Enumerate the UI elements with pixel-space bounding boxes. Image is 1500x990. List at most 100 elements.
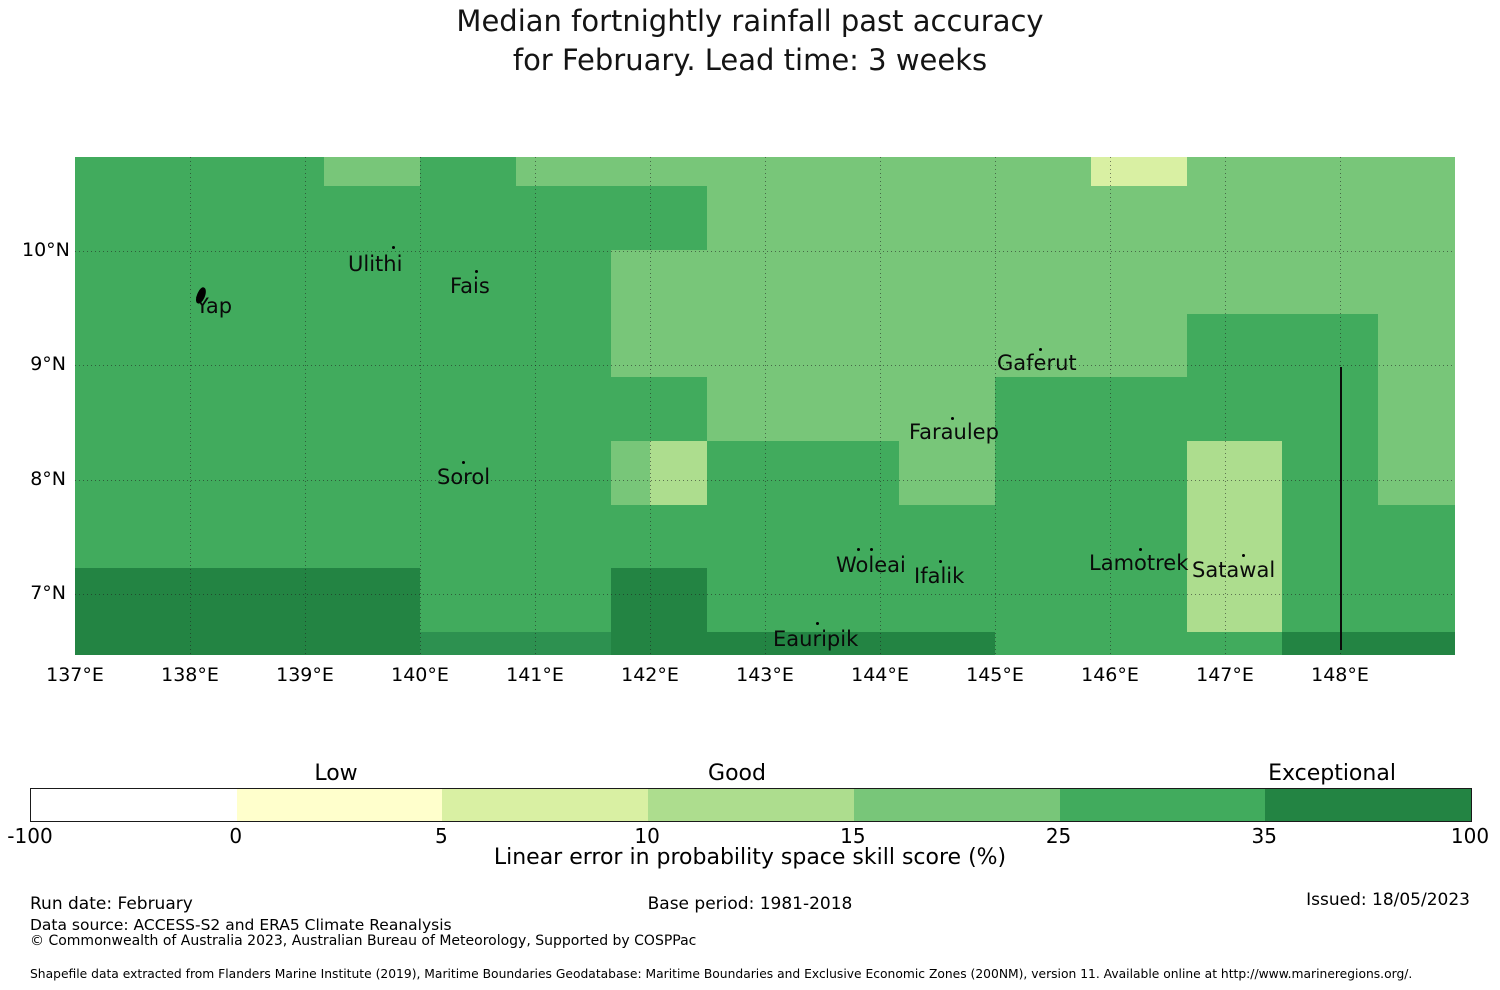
map-cell — [324, 186, 421, 251]
map-cell — [516, 157, 612, 187]
island-dot — [1242, 554, 1245, 557]
map-cell — [1378, 250, 1455, 315]
x-axis-tick-label: 147°E — [1196, 664, 1254, 686]
map-cell — [132, 186, 229, 251]
island-dot — [392, 246, 395, 249]
latitude-gridline — [75, 251, 1455, 252]
map-cell — [899, 186, 996, 251]
map-cell — [1187, 186, 1283, 251]
map-cell — [707, 377, 804, 442]
y-axis-tick-label: 9°N — [30, 353, 66, 375]
x-axis-tick-label: 142°E — [621, 664, 679, 686]
map-cell — [132, 314, 229, 378]
island-dot — [816, 622, 819, 625]
x-axis-tick-label: 139°E — [276, 664, 334, 686]
map-cell — [995, 377, 1092, 442]
longitude-gridline — [765, 157, 766, 655]
map-cell — [611, 250, 708, 315]
map-cell — [420, 441, 517, 506]
map-cell — [899, 568, 996, 633]
map-cell — [75, 314, 133, 378]
map-cell — [707, 157, 804, 187]
colorbar-category-label: Good — [708, 761, 766, 786]
island-label: Ifalik — [914, 564, 965, 588]
map-cell — [516, 632, 612, 655]
map-cell — [803, 157, 900, 187]
colorbar-tick-label: 15 — [840, 824, 866, 848]
latitude-gridline — [75, 480, 1455, 481]
colorbar-segment — [648, 789, 854, 821]
maritime-boundary-line — [1340, 367, 1342, 650]
map-cell — [75, 157, 133, 187]
map-cell — [1091, 157, 1188, 187]
map-cell — [516, 377, 612, 442]
map-cell — [228, 632, 325, 655]
map-cell — [75, 250, 133, 315]
island-label: Satawal — [1192, 558, 1276, 582]
map-cell — [899, 441, 996, 506]
map-cell — [132, 377, 229, 442]
x-axis-tick-label: 145°E — [966, 664, 1024, 686]
map-cell — [899, 314, 996, 378]
latitude-gridline — [75, 594, 1455, 595]
map-cell — [995, 250, 1092, 315]
map-cell — [803, 314, 900, 378]
map-cell — [1282, 314, 1379, 378]
colorbar-tick-label: 35 — [1251, 824, 1278, 848]
island-dot — [1139, 548, 1142, 551]
map-cell — [420, 250, 517, 315]
colorbar-tick-label: 10 — [634, 824, 660, 848]
map-cell — [1091, 377, 1188, 442]
map-cell — [324, 250, 421, 315]
map-cell — [803, 568, 900, 633]
colorbar-tick-label: 5 — [435, 824, 448, 848]
colorbar-segment — [236, 789, 443, 821]
map-cell — [899, 377, 996, 442]
map-cell — [1378, 441, 1455, 506]
island-label: Sorol — [437, 465, 491, 489]
y-axis-tick-label: 7°N — [30, 582, 66, 604]
map-cell — [228, 505, 325, 569]
map-cell — [1282, 505, 1379, 569]
map-cell — [1091, 505, 1188, 569]
map-cell — [899, 505, 996, 569]
map-cell — [324, 505, 421, 569]
map-cell — [228, 377, 325, 442]
map-cell — [132, 441, 229, 506]
map-cell — [1378, 632, 1455, 655]
island-label: Ulithi — [348, 252, 403, 276]
colorbar-segment — [1265, 789, 1471, 821]
map-cell — [1282, 441, 1379, 506]
map-cell — [1187, 314, 1283, 378]
island-dot — [939, 560, 942, 563]
island-label: Fais — [450, 274, 490, 298]
colorbar-segment — [31, 789, 237, 821]
map-cell — [1187, 250, 1283, 315]
map-cell — [1378, 377, 1455, 442]
x-axis-tick-label: 146°E — [1081, 664, 1139, 686]
map-cell — [1187, 377, 1283, 442]
island-label: Lamotrek — [1089, 551, 1189, 575]
map-cell — [132, 250, 229, 315]
map-cell — [995, 632, 1092, 655]
colorbar-tick-label: 25 — [1045, 824, 1072, 848]
map-cell — [324, 314, 421, 378]
map-cell — [132, 632, 229, 655]
map-cell — [132, 568, 229, 633]
map-cell — [420, 568, 517, 633]
longitude-gridline — [995, 157, 996, 655]
map-cell — [1282, 632, 1379, 655]
map-cell — [1378, 314, 1455, 378]
map-cell — [1091, 250, 1188, 315]
map-cell — [707, 632, 804, 655]
longitude-gridline — [305, 157, 306, 655]
map-cell — [420, 157, 517, 187]
map-cell — [803, 377, 900, 442]
island-dot — [462, 461, 465, 464]
map-cell — [228, 186, 325, 251]
map-cell — [803, 186, 900, 251]
x-axis-tick-label: 138°E — [161, 664, 219, 686]
map-cell — [995, 568, 1092, 633]
